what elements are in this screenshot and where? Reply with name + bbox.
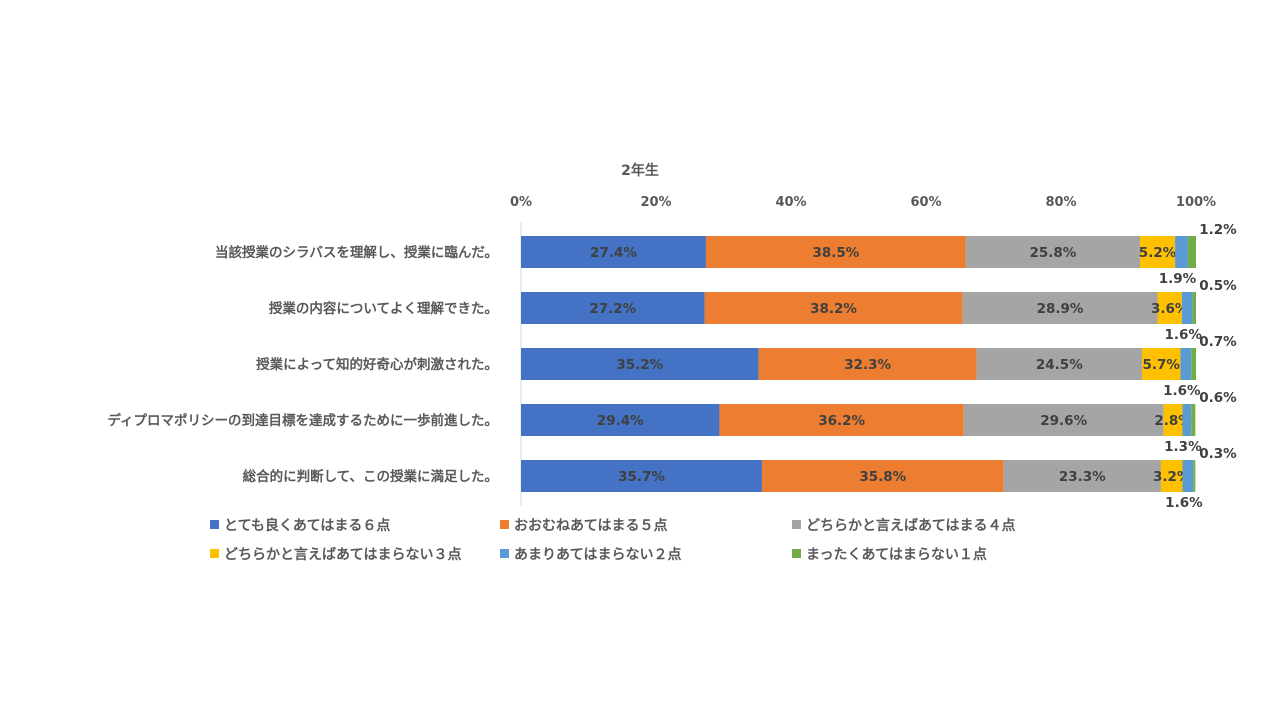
bar-segment bbox=[761, 460, 1004, 492]
bar-segment bbox=[1139, 236, 1176, 268]
legend-label: あまりあてはまらない２点 bbox=[514, 546, 681, 563]
bar-series: 27.4% 38.5% 25.8% 5.2% 1.9% 1.2% 27.2% 38.2% 28.… bbox=[521, 222, 1237, 511]
data-label: 24.5% bbox=[1036, 357, 1083, 373]
x-tick-label: 40% bbox=[775, 195, 806, 210]
data-label: 25.8% bbox=[1029, 245, 1076, 261]
bar-segment bbox=[1181, 292, 1193, 324]
legend-label: とても良くあてはまる６点 bbox=[224, 517, 390, 534]
legend-swatch bbox=[500, 520, 509, 529]
data-label: 1.6% bbox=[1163, 383, 1201, 399]
data-label: 36.2% bbox=[818, 413, 865, 429]
bar-segment bbox=[1182, 404, 1192, 436]
legend: とても良くあてはまる６点 おおむねあてはまる５点 どちらかと言えばあてはまる４点どち… bbox=[210, 517, 1015, 563]
data-label: 1.9% bbox=[1159, 271, 1197, 287]
legend-swatch bbox=[210, 549, 219, 558]
bar-segment bbox=[521, 292, 705, 324]
data-label: 1.6% bbox=[1165, 495, 1203, 511]
data-label: 32.3% bbox=[844, 357, 891, 373]
x-tick-label: 60% bbox=[910, 195, 941, 210]
data-label: 23.3% bbox=[1059, 469, 1106, 485]
x-tick-label: 0% bbox=[510, 195, 532, 210]
bar-segment bbox=[1160, 460, 1183, 492]
bar-segment bbox=[1163, 404, 1183, 436]
data-label: 0.7% bbox=[1199, 334, 1237, 350]
x-tick-label: 100% bbox=[1176, 195, 1216, 210]
bar-segment bbox=[1157, 292, 1182, 324]
data-label: 0.5% bbox=[1199, 278, 1237, 294]
bar-segment bbox=[1187, 236, 1196, 268]
bar-segment bbox=[963, 404, 1164, 436]
category-labels: 当該授業のシラバスを理解し、授業に臨んだ。授業の内容についてよく理解できた。授業… bbox=[107, 244, 498, 485]
category-label: 授業の内容についてよく理解できた。 bbox=[269, 300, 498, 317]
bar-segment bbox=[704, 292, 963, 324]
bar-segment bbox=[758, 348, 977, 380]
bar-segment bbox=[705, 236, 966, 268]
legend-swatch bbox=[792, 549, 801, 558]
bar-segment bbox=[521, 460, 762, 492]
chart-title: 2年生 bbox=[621, 162, 659, 179]
data-label: 29.6% bbox=[1040, 413, 1087, 429]
legend-label: まったくあてはまらない１点 bbox=[806, 546, 987, 563]
bar-segment bbox=[1175, 236, 1188, 268]
data-label: 35.2% bbox=[616, 357, 663, 373]
bar-segment bbox=[1191, 348, 1196, 380]
bar-segment bbox=[1003, 460, 1161, 492]
data-label: 27.4% bbox=[590, 245, 637, 261]
data-label: 1.6% bbox=[1164, 327, 1202, 343]
data-label: 35.7% bbox=[618, 469, 665, 485]
category-label: ディプロマポリシーの到達目標を達成するために一歩前進した。 bbox=[107, 412, 498, 429]
bar-segment bbox=[521, 348, 759, 380]
bar-segment bbox=[521, 236, 706, 268]
bar-segment bbox=[719, 404, 964, 436]
data-label: 27.2% bbox=[589, 301, 636, 317]
bar-segment bbox=[1191, 404, 1196, 436]
legend-label: どちらかと言えばあてはまらない３点 bbox=[224, 546, 461, 563]
x-tick-label: 80% bbox=[1045, 195, 1076, 210]
data-label: 29.4% bbox=[597, 413, 644, 429]
bar-segment bbox=[965, 236, 1140, 268]
category-label: 総合的に判断して、この授業に満足した。 bbox=[243, 468, 498, 485]
data-label: 38.2% bbox=[810, 301, 857, 317]
data-label: 3.6% bbox=[1151, 301, 1189, 317]
data-label: 3.2% bbox=[1153, 469, 1191, 485]
bar-segment bbox=[962, 292, 1158, 324]
data-label: 38.5% bbox=[812, 245, 859, 261]
bar-segment bbox=[1180, 348, 1192, 380]
bar-segment bbox=[1182, 460, 1194, 492]
legend-swatch bbox=[210, 520, 219, 529]
legend-label: どちらかと言えばあてはまる４点 bbox=[806, 517, 1015, 534]
bar-segment bbox=[976, 348, 1142, 380]
category-label: 当該授業のシラバスを理解し、授業に臨んだ。 bbox=[215, 244, 498, 261]
x-tick-label: 20% bbox=[640, 195, 671, 210]
data-label: 28.9% bbox=[1037, 301, 1084, 317]
category-label: 授業によって知的好奇心が刺激された。 bbox=[256, 356, 498, 373]
legend-swatch bbox=[500, 549, 509, 558]
data-label: 1.2% bbox=[1199, 222, 1237, 238]
legend-swatch bbox=[792, 520, 801, 529]
data-label: 35.8% bbox=[859, 469, 906, 485]
legend-label: おおむねあてはまる５点 bbox=[514, 517, 667, 534]
bar-segment bbox=[1192, 292, 1196, 324]
data-label: 1.3% bbox=[1164, 439, 1202, 455]
bar-segment bbox=[1142, 348, 1181, 380]
data-label: 5.2% bbox=[1139, 245, 1177, 261]
bar-segment bbox=[1193, 460, 1196, 492]
data-label: 0.6% bbox=[1199, 390, 1237, 406]
data-label: 0.3% bbox=[1199, 446, 1237, 462]
bar-segment bbox=[521, 404, 720, 436]
data-label: 5.7% bbox=[1143, 357, 1181, 373]
x-axis-ticks: 0% 20% 40% 60% 80% 100% bbox=[510, 195, 1216, 210]
